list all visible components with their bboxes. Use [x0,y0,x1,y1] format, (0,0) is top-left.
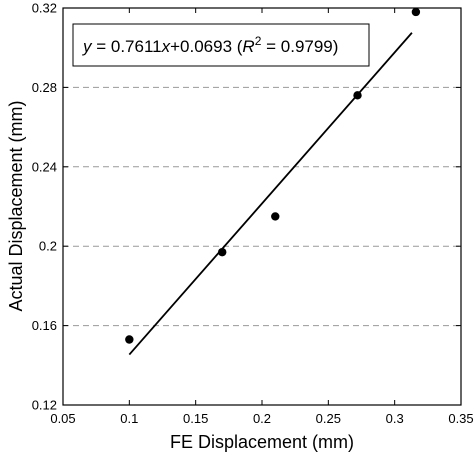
equation-r-value: = 0.9799) [261,37,338,56]
x-tick-label-2: 0.15 [183,411,208,426]
data-point-0-1 [218,247,227,257]
data-point-0-2 [271,212,280,221]
x-tick-label-5: 0.3 [386,411,404,426]
data-points [125,7,421,344]
x-tick-label-3: 0.2 [253,411,271,426]
y-tick-label-0: 0.12 [32,398,57,413]
equation-r: R [242,37,254,56]
x-axis-title: FE Displacement (mm) [170,432,354,452]
equation-annotation: y = 0.7611x+0.0693 (R2 = 0.9799) [72,23,370,67]
regression-line [128,32,413,356]
x-tick-label-6: 0.35 [448,411,473,426]
y-tick-label-5: 0.32 [32,1,57,16]
equation-text: y = 0.7611x+0.0693 (R2 = 0.9799) [82,34,338,56]
y-tick-label-4: 0.28 [32,80,57,95]
x-tick-label-4: 0.25 [316,411,341,426]
x-axis-ticks: 0.05 0.1 0.15 0.2 0.25 0.3 0.35 [50,8,474,426]
equation-lhs: y [82,37,93,56]
y-axis-ticks: 0.12 0.16 0.2 0.24 0.28 0.32 [32,1,461,413]
data-point-0-0 [125,335,134,344]
equation-r-superscript: 2 [255,34,262,48]
equation-box-frame [72,23,370,67]
y-tick-label-3: 0.24 [32,159,57,174]
y-tick-label-2: 0.2 [39,239,57,254]
equation-slope: = 0.7611 [92,37,162,56]
plot-area-frame [62,7,462,406]
equation-intercept: +0.0693 ( [170,37,243,56]
data-point-0-4 [411,7,421,17]
y-tick-label-1: 0.16 [32,318,57,333]
x-tick-label-0: 0.05 [50,411,75,426]
x-tick-label-1: 0.1 [120,411,138,426]
equation-x: x [161,37,171,56]
y-axis-title: Actual Displacement (mm) [6,100,26,311]
data-point-0-3 [353,91,362,100]
